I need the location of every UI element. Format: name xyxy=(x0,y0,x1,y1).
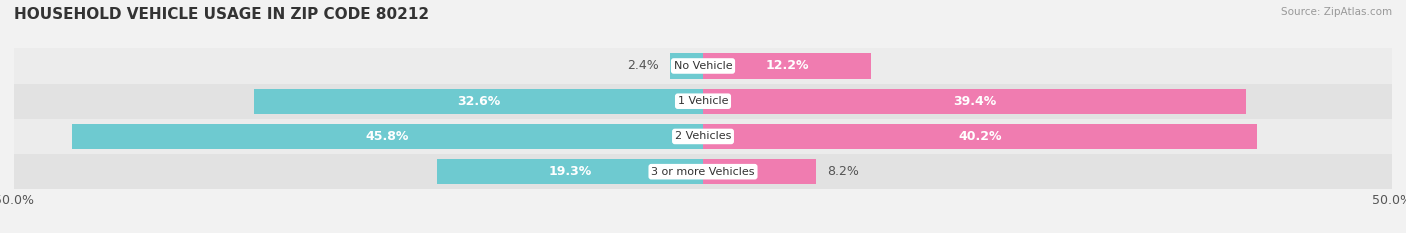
Bar xyxy=(254,89,703,114)
Bar xyxy=(437,159,703,184)
Text: 8.2%: 8.2% xyxy=(827,165,859,178)
Bar xyxy=(703,159,815,184)
Bar xyxy=(14,154,1392,189)
Bar xyxy=(669,53,703,79)
Bar xyxy=(703,89,1246,114)
Bar xyxy=(703,53,872,79)
Bar xyxy=(703,124,1257,149)
Bar xyxy=(72,124,703,149)
Text: 3 or more Vehicles: 3 or more Vehicles xyxy=(651,167,755,177)
Text: 19.3%: 19.3% xyxy=(548,165,592,178)
Bar xyxy=(14,84,1392,119)
Text: 45.8%: 45.8% xyxy=(366,130,409,143)
Text: Source: ZipAtlas.com: Source: ZipAtlas.com xyxy=(1281,7,1392,17)
Text: 2 Vehicles: 2 Vehicles xyxy=(675,131,731,141)
Text: No Vehicle: No Vehicle xyxy=(673,61,733,71)
Bar xyxy=(14,48,1392,84)
Text: 12.2%: 12.2% xyxy=(765,59,808,72)
Text: 2.4%: 2.4% xyxy=(627,59,659,72)
Text: 40.2%: 40.2% xyxy=(959,130,1001,143)
Text: 39.4%: 39.4% xyxy=(953,95,995,108)
Text: 32.6%: 32.6% xyxy=(457,95,501,108)
Text: HOUSEHOLD VEHICLE USAGE IN ZIP CODE 80212: HOUSEHOLD VEHICLE USAGE IN ZIP CODE 8021… xyxy=(14,7,429,22)
Bar xyxy=(14,119,1392,154)
Text: 1 Vehicle: 1 Vehicle xyxy=(678,96,728,106)
